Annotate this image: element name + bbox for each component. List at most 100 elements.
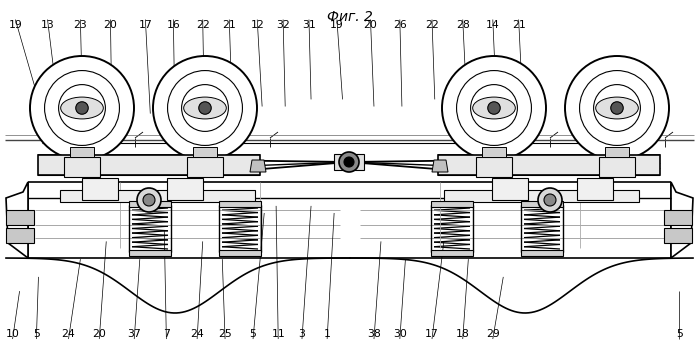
Polygon shape [6,182,28,258]
Bar [187,157,223,177]
Ellipse shape [175,92,235,124]
Circle shape [45,71,120,146]
Circle shape [344,157,354,167]
Bar [70,147,94,157]
Bar [6,210,34,225]
Circle shape [137,188,161,212]
Text: 19: 19 [330,20,344,29]
Bar [599,157,635,177]
Circle shape [59,84,106,131]
Circle shape [544,194,556,206]
Bar [38,155,260,175]
Ellipse shape [473,97,515,119]
Text: 7: 7 [163,329,170,339]
Text: 17: 17 [138,20,152,29]
Bar [167,178,203,200]
Bar [431,250,473,256]
Circle shape [579,71,654,146]
Text: Фиг. 2: Фиг. 2 [326,10,373,24]
Circle shape [30,56,134,160]
Bar [219,250,261,256]
Text: 17: 17 [425,329,439,339]
Bar [492,178,528,200]
Text: 24: 24 [190,329,204,339]
Text: 19: 19 [8,20,22,29]
Circle shape [470,84,517,131]
Bar [334,154,364,170]
Bar [129,205,171,252]
Bar [129,250,171,256]
Ellipse shape [464,92,524,124]
Polygon shape [432,160,448,172]
Bar [64,157,100,177]
Text: 12: 12 [250,20,264,29]
Ellipse shape [596,97,638,119]
Bar [82,178,118,200]
Bar [129,201,171,207]
Text: 20: 20 [103,20,117,29]
Bar [219,201,261,207]
Text: 32: 32 [276,20,290,29]
Bar [476,157,512,177]
Bar [664,210,692,225]
Circle shape [339,152,359,172]
Text: 18: 18 [456,329,470,339]
Text: 5: 5 [250,329,257,339]
Circle shape [153,56,257,160]
Circle shape [168,71,243,146]
Text: 22: 22 [196,20,210,29]
Text: 1: 1 [324,329,331,339]
Text: 22: 22 [425,20,439,29]
Circle shape [456,71,531,146]
Bar [605,147,629,157]
Bar [482,147,506,157]
Circle shape [442,56,546,160]
Text: 10: 10 [6,329,20,339]
Bar [219,205,261,252]
Text: 37: 37 [127,329,141,339]
Ellipse shape [587,92,647,124]
Bar [431,201,473,207]
Bar [521,201,563,207]
Text: 23: 23 [73,20,87,29]
Text: 29: 29 [486,329,500,339]
Ellipse shape [52,92,112,124]
Text: 16: 16 [166,20,180,29]
Circle shape [538,188,562,212]
Ellipse shape [184,97,226,119]
Text: 21: 21 [512,20,526,29]
Bar [6,228,34,243]
Circle shape [611,102,624,114]
Text: 31: 31 [302,20,316,29]
Circle shape [565,56,669,160]
Bar [521,250,563,256]
Text: 25: 25 [218,329,232,339]
Text: 20: 20 [92,329,106,339]
Bar [431,205,473,252]
Circle shape [593,84,640,131]
Text: 5: 5 [33,329,40,339]
Text: 21: 21 [222,20,236,29]
Bar [521,205,563,252]
Circle shape [143,194,155,206]
Circle shape [75,102,88,114]
Circle shape [488,102,500,114]
Text: 24: 24 [62,329,75,339]
Text: 11: 11 [271,329,285,339]
Text: 14: 14 [486,20,500,29]
Circle shape [199,102,211,114]
Bar [193,147,217,157]
Bar [438,155,660,175]
Ellipse shape [61,97,103,119]
Text: 13: 13 [41,20,55,29]
Bar [444,190,639,202]
Polygon shape [671,182,693,258]
Bar [60,190,255,202]
Text: 20: 20 [363,20,377,29]
Circle shape [182,84,229,131]
Text: 28: 28 [456,20,470,29]
Bar [577,178,613,200]
Polygon shape [250,160,266,172]
Text: 30: 30 [393,329,407,339]
Text: 3: 3 [298,329,305,339]
